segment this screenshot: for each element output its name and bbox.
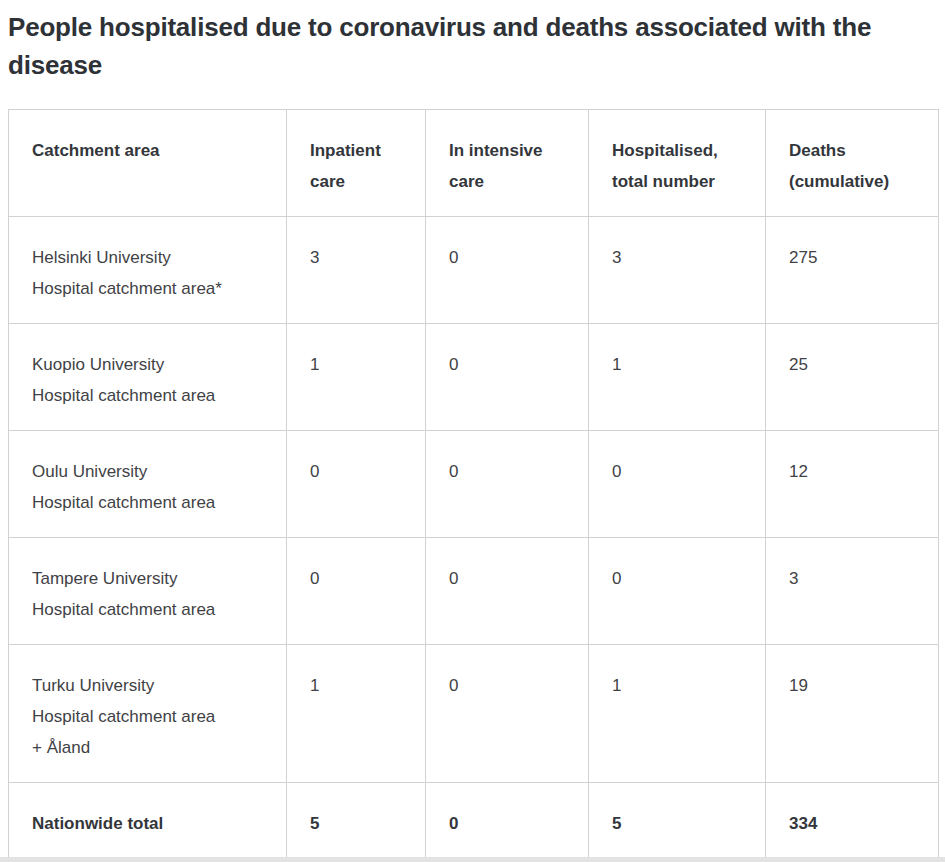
- table-row: Kuopio University Hospital catchment are…: [9, 324, 939, 431]
- cell-total: 1: [589, 324, 766, 431]
- cell-inpatient: 0: [287, 538, 426, 645]
- cell-inpatient: 0: [287, 431, 426, 538]
- cell-deaths: 19: [766, 645, 939, 783]
- page: People hospitalised due to coronavirus a…: [0, 0, 945, 862]
- cell-icu: 0: [426, 431, 589, 538]
- page-title: People hospitalised due to coronavirus a…: [8, 8, 913, 84]
- table-row: Helsinki University Hospital catchment a…: [9, 217, 939, 324]
- cell-icu: 0: [426, 538, 589, 645]
- column-header: In intensive care: [426, 110, 589, 217]
- cell-total: 1: [589, 645, 766, 783]
- table-body: Helsinki University Hospital catchment a…: [9, 217, 939, 783]
- cell-total: 3: [589, 217, 766, 324]
- table-row: Tampere University Hospital catchment ar…: [9, 538, 939, 645]
- bottom-divider-bar: [0, 857, 945, 862]
- cell-area: Turku University Hospital catchment area…: [9, 645, 287, 783]
- cell-area: Kuopio University Hospital catchment are…: [9, 324, 287, 431]
- cell-total: 0: [589, 431, 766, 538]
- total-cell-icu: 0: [426, 783, 589, 859]
- total-cell-inpatient: 5: [287, 783, 426, 859]
- table-row: Oulu University Hospital catchment area0…: [9, 431, 939, 538]
- header-row: Catchment areaInpatient careIn intensive…: [9, 110, 939, 217]
- total-cell-deaths: 334: [766, 783, 939, 859]
- total-row: Nationwide total505334: [9, 783, 939, 859]
- cell-icu: 0: [426, 324, 589, 431]
- cell-icu: 0: [426, 645, 589, 783]
- table-row: Turku University Hospital catchment area…: [9, 645, 939, 783]
- cell-inpatient: 1: [287, 324, 426, 431]
- cell-deaths: 275: [766, 217, 939, 324]
- cell-inpatient: 3: [287, 217, 426, 324]
- hospitalisation-table: Catchment areaInpatient careIn intensive…: [8, 109, 939, 859]
- column-header: Inpatient care: [287, 110, 426, 217]
- column-header: Catchment area: [9, 110, 287, 217]
- cell-deaths: 12: [766, 431, 939, 538]
- cell-inpatient: 1: [287, 645, 426, 783]
- column-header: Hospitalised, total number: [589, 110, 766, 217]
- cell-total: 0: [589, 538, 766, 645]
- cell-deaths: 3: [766, 538, 939, 645]
- cell-icu: 0: [426, 217, 589, 324]
- column-header: Deaths (cumulative): [766, 110, 939, 217]
- cell-area: Tampere University Hospital catchment ar…: [9, 538, 287, 645]
- cell-deaths: 25: [766, 324, 939, 431]
- cell-area: Oulu University Hospital catchment area: [9, 431, 287, 538]
- cell-area: Helsinki University Hospital catchment a…: [9, 217, 287, 324]
- total-cell-area: Nationwide total: [9, 783, 287, 859]
- total-cell-total: 5: [589, 783, 766, 859]
